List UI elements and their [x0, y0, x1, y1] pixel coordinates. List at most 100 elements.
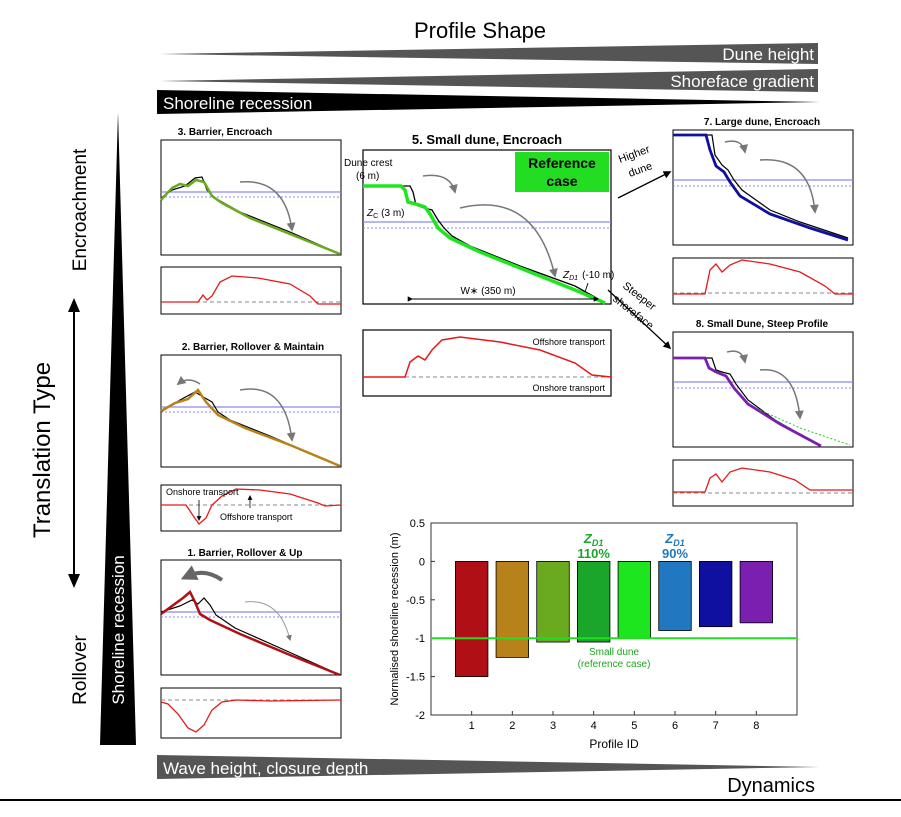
panel-7-transport-frame	[672, 257, 854, 305]
profile-shape-title: Profile Shape	[414, 18, 546, 43]
panel-7-frame	[672, 129, 854, 246]
panel-7-transport-arrow-1	[724, 140, 748, 154]
x-tick-label: 3	[550, 720, 556, 732]
x-tick-label: 4	[591, 720, 597, 732]
panel-3-transport-arrow	[239, 181, 296, 232]
bar-profile-4	[577, 561, 611, 643]
y-tick-label: -1	[415, 633, 425, 645]
panel-5-title: 5. Small dune, Encroach	[412, 132, 562, 147]
panel-8-frame	[672, 331, 854, 448]
annotation-symbol-6: ZD1	[664, 531, 684, 548]
panel-3-final-profile	[160, 178, 341, 256]
chart-frame	[430, 522, 798, 716]
panel-2-final-profile	[160, 388, 341, 468]
panel-1-onshore-arrow	[180, 565, 224, 582]
reference-case-line-2: case	[546, 173, 577, 189]
panel-1-offshore-arrow	[244, 601, 292, 642]
reference-case-line-1: Reference	[528, 155, 596, 171]
bar-profile-1	[454, 561, 489, 678]
chart-y-axis-label: Normalised shoreline recession (m)	[389, 532, 401, 705]
panel-5-transport-arrow-1	[422, 174, 458, 194]
x-tick-label: 6	[672, 720, 678, 732]
shoreface-gradient-wedge	[160, 69, 818, 92]
panel-7-transport-arrow-2	[759, 159, 819, 214]
panel-5-final-profile	[363, 184, 606, 305]
reference-line-label-1: Small dune	[589, 647, 639, 658]
y-tick-label: -1.5	[406, 672, 425, 684]
panel-5-initial-profile	[363, 185, 601, 301]
wave-height-wedge	[157, 755, 820, 779]
panel-1-transport-frame	[160, 687, 342, 739]
panel-7-title: 7. Large dune, Encroach	[704, 117, 820, 128]
chart-x-axis-label: Profile ID	[589, 737, 639, 751]
arrow-head-down	[68, 574, 80, 588]
zc-label: ZC (3 m)	[366, 208, 405, 220]
dune-height-wedge	[160, 43, 818, 64]
translation-type-label: Translation Type	[29, 362, 56, 538]
x-tick-label: 7	[713, 720, 719, 732]
panel-2-frame	[160, 354, 342, 468]
panel-7-final-profile	[673, 133, 849, 242]
annotation-symbol-4: ZD1	[583, 531, 603, 548]
bar-profile-6	[658, 561, 692, 631]
shoreline-recession-wedge	[157, 90, 820, 114]
higher-dune-arrow	[617, 171, 672, 199]
bar-profile-7	[699, 561, 733, 628]
bar-profile-5	[617, 561, 651, 639]
panel-1-final-profile	[160, 590, 341, 677]
shoreline-recession-vertical-wedge	[100, 112, 136, 745]
panel-5-offshore-label: Offshore transport	[533, 337, 606, 347]
dune-crest-value: (6 m)	[356, 171, 379, 182]
ws-label: W∗ (350 m)	[460, 286, 515, 297]
panel-1-initial-profile	[160, 597, 339, 675]
panel-5-onshore-label: Onshore transport	[532, 383, 605, 393]
panel-5-transport-arrow-2	[459, 204, 558, 278]
steeper-shoreface-arrow	[607, 289, 672, 350]
zd1-label: ZD1 (-10 m)	[562, 270, 614, 282]
panel-8-final-profile	[673, 356, 822, 448]
panel-2-onshore-arrow	[176, 375, 201, 386]
rollover-label: Rollover	[70, 634, 91, 704]
panel-3-transport-curve	[161, 275, 341, 305]
reference-line-label-2: (reference case)	[578, 659, 651, 670]
bar-profile-3	[536, 561, 570, 643]
x-tick-label: 5	[631, 720, 637, 732]
panel-2-onshore-label: Onshore transport	[166, 487, 239, 497]
dynamics-label: Dynamics	[727, 775, 815, 797]
recession-bar-chart: 0.5 0 -0.5 -1 -1.5 -2 1 2 3 4 5 6 7 8 Small dune (re…	[389, 518, 798, 751]
panel-1-transport-curve	[160, 699, 342, 733]
panel-8-transport-frame	[672, 459, 854, 507]
panel-2-offshore-label: Offshore transport	[220, 512, 293, 522]
panel-2-title: 2. Barrier, Rollover & Maintain	[182, 342, 324, 353]
x-tick-label: 2	[509, 720, 515, 732]
higher-dune-label-2: dune	[627, 160, 654, 180]
shoreface-gradient-label: Shoreface gradient	[670, 72, 814, 91]
x-tick-label: 8	[753, 720, 759, 732]
arrow-head-up	[68, 298, 80, 312]
shoreline-recession-vertical-label: Shoreline recession	[109, 555, 128, 704]
panel-7-initial-profile	[673, 134, 849, 239]
y-tick-label: -0.5	[406, 595, 425, 607]
panel-2-transport-frame	[160, 484, 342, 532]
panel-8-transport-arrow-2	[759, 369, 804, 420]
panel-2-offshore-arrow	[239, 388, 296, 442]
annotation-value-4: 110%	[577, 546, 610, 561]
shoreline-recession-label: Shoreline recession	[163, 94, 312, 113]
panel-3-title: 3. Barrier, Encroach	[178, 127, 273, 138]
y-tick-label: -2	[415, 710, 425, 722]
panel-8-transport-curve	[673, 467, 853, 493]
annotation-value-6: 90%	[662, 546, 688, 561]
panel-2-initial-profile	[160, 391, 339, 466]
zd1-pointer	[584, 282, 589, 293]
panel-5-transport-curve	[363, 336, 612, 378]
bar-profile-2	[495, 561, 530, 658]
panel-1-title: 1. Barrier, Rollover & Up	[187, 548, 302, 559]
panel-3-transport-frame	[160, 266, 342, 315]
reference-case-badge	[515, 152, 609, 192]
panel-8-title: 8. Small Dune, Steep Profile	[696, 319, 829, 330]
y-tick-label: 0	[419, 556, 425, 568]
x-tick-label: 1	[469, 720, 475, 732]
wave-height-label: Wave height, closure depth	[163, 759, 368, 778]
panel-8-transport-arrow-1	[726, 350, 748, 364]
